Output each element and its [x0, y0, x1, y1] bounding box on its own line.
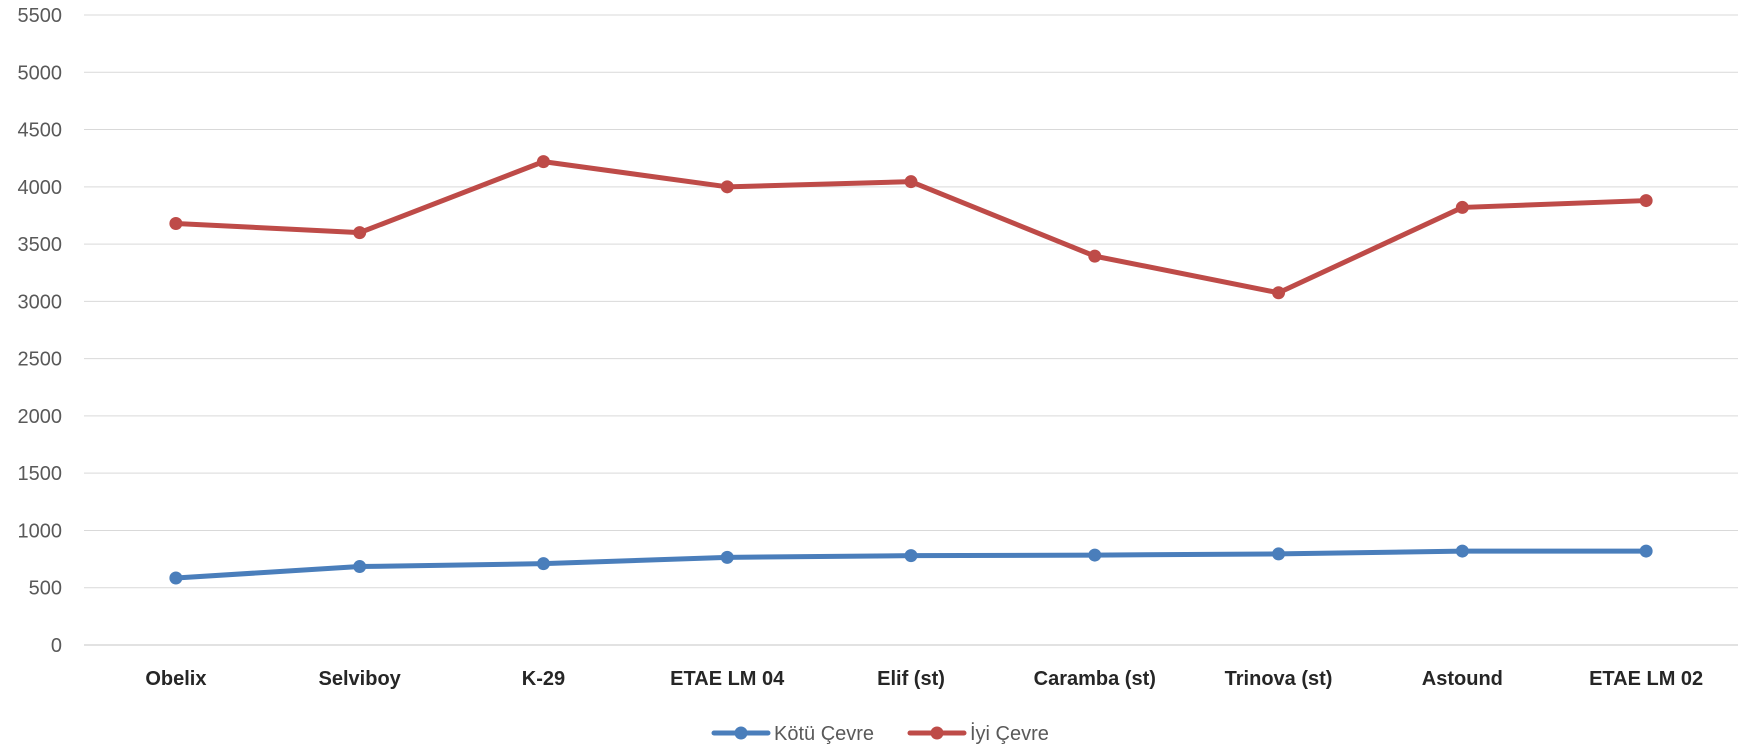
y-tick-label: 2000: [18, 406, 63, 428]
data-point: [169, 571, 183, 585]
y-tick-label: 3500: [18, 234, 63, 256]
y-tick-label: 1000: [18, 520, 63, 542]
series-layer: [169, 155, 1653, 585]
legend-label: İyi Çevre: [970, 722, 1049, 745]
x-tick-label: Selviboy: [319, 668, 402, 690]
series-iyi-cevre: [169, 155, 1653, 300]
legend-swatch-marker: [930, 726, 944, 740]
data-point: [1639, 194, 1653, 208]
x-tick-label: Elif (st): [877, 668, 945, 690]
data-point: [353, 226, 367, 240]
data-point: [1272, 547, 1286, 561]
data-point: [353, 560, 367, 574]
legend: Kötü Çevre İyi Çevre: [711, 722, 1049, 745]
data-point: [1088, 548, 1102, 562]
x-axis-tick-labels: Obelix Selviboy K-29 ETAE LM 04 Elif (st) Car…: [145, 668, 1703, 690]
x-tick-label: Trinova (st): [1225, 668, 1333, 690]
legend-swatch-marker: [734, 726, 748, 740]
y-tick-label: 4000: [18, 177, 63, 199]
series-kotu-cevre: [169, 544, 1653, 585]
x-tick-label: Astound: [1422, 668, 1503, 690]
data-point: [720, 550, 734, 564]
y-tick-label: 3000: [18, 291, 63, 313]
y-tick-label: 2500: [18, 349, 63, 371]
legend-label: Kötü Çevre: [774, 723, 874, 745]
legend-item: Kötü Çevre: [711, 723, 874, 745]
data-point: [1088, 249, 1102, 263]
y-tick-label: 4500: [18, 120, 63, 142]
x-tick-label: Caramba (st): [1034, 668, 1156, 690]
legend-item: İyi Çevre: [907, 722, 1049, 745]
data-point: [904, 549, 918, 563]
x-tick-label: K-29: [522, 668, 565, 690]
data-point: [1639, 544, 1653, 558]
x-tick-label: ETAE LM 04: [670, 668, 785, 690]
data-point: [1455, 544, 1469, 558]
y-tick-label: 5000: [18, 62, 63, 84]
data-point: [536, 155, 550, 169]
y-axis-tick-labels: 0 500 1000 1500 2000 2500 3000 3500 4000 4500 5000…: [18, 5, 63, 657]
data-point: [904, 175, 918, 189]
y-tick-label: 1500: [18, 463, 63, 485]
data-point: [1455, 200, 1469, 214]
data-point: [720, 180, 734, 194]
data-point: [169, 216, 183, 230]
y-tick-label: 0: [51, 635, 62, 657]
x-tick-label: ETAE LM 02: [1589, 668, 1703, 690]
x-tick-label: Obelix: [145, 668, 206, 690]
y-tick-label: 500: [29, 578, 62, 600]
data-point: [536, 557, 550, 571]
y-tick-label: 5500: [18, 5, 63, 27]
data-point: [1272, 286, 1286, 300]
